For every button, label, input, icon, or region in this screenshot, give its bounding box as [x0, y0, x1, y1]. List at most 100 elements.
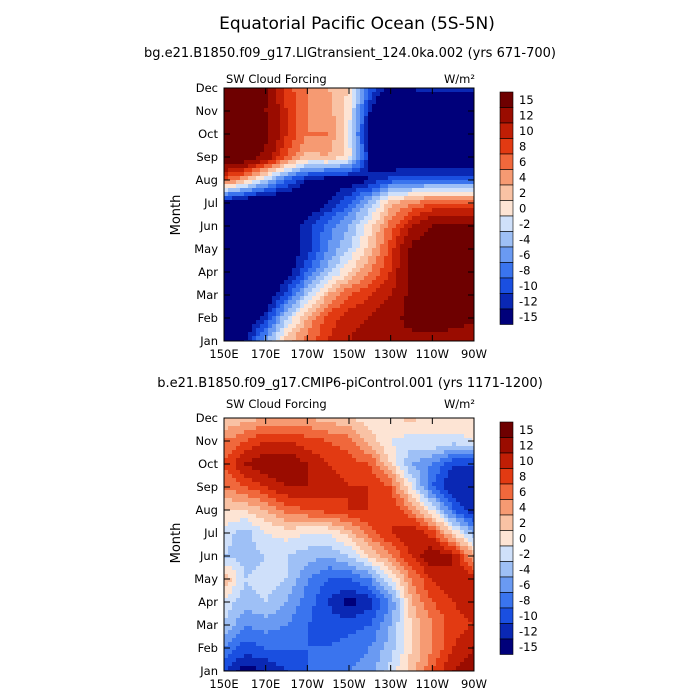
heatmap-cell	[448, 100, 453, 105]
heatmap-cell	[456, 304, 461, 309]
heatmap-cell	[300, 446, 305, 451]
heatmap-cell	[280, 442, 285, 447]
heatmap-cell	[420, 442, 425, 447]
heatmap-cell	[312, 288, 317, 293]
heatmap-cell	[388, 112, 393, 117]
heatmap-cell	[248, 156, 253, 161]
heatmap-cell	[248, 124, 253, 129]
heatmap-cell	[320, 422, 325, 427]
heatmap-cell	[224, 144, 229, 149]
heatmap-cell	[244, 132, 249, 137]
heatmap-cell	[440, 200, 445, 205]
heatmap-cell	[416, 296, 421, 301]
heatmap-cell	[268, 442, 273, 447]
heatmap-cell	[408, 268, 413, 273]
heatmap-cell	[404, 284, 409, 289]
heatmap-cell	[240, 204, 245, 209]
heatmap-cell	[464, 168, 469, 173]
heatmap-cell	[296, 208, 301, 213]
heatmap-cell	[448, 220, 453, 225]
heatmap-cell	[288, 136, 293, 141]
heatmap-cell	[240, 418, 245, 423]
heatmap-cell	[436, 446, 441, 451]
heatmap-cell	[316, 136, 321, 141]
heatmap-cell	[444, 176, 449, 181]
heatmap-cell	[252, 224, 257, 229]
heatmap-cell	[360, 454, 365, 459]
heatmap-cell	[292, 232, 297, 237]
heatmap-cell	[424, 316, 429, 321]
heatmap-cell	[372, 192, 377, 197]
heatmap-cell	[444, 324, 449, 329]
heatmap-cell	[416, 156, 421, 161]
heatmap-cell	[436, 164, 441, 169]
heatmap-cell	[236, 256, 241, 261]
heatmap-cell	[452, 140, 457, 145]
heatmap-cell	[468, 252, 473, 257]
heatmap-cell	[352, 108, 357, 113]
heatmap-cell	[332, 92, 337, 97]
heatmap-cell	[460, 442, 465, 447]
heatmap-cell	[312, 466, 317, 471]
heatmap-cell	[332, 180, 337, 185]
heatmap-cell	[404, 332, 409, 337]
heatmap-cell	[236, 160, 241, 165]
heatmap-cell	[256, 104, 261, 109]
heatmap-cell	[412, 164, 417, 169]
heatmap-cell	[352, 204, 357, 209]
heatmap-cell	[472, 442, 474, 447]
heatmap-cell	[364, 132, 369, 137]
heatmap-cell	[240, 260, 245, 265]
heatmap-cell	[228, 236, 233, 241]
heatmap-cell	[316, 240, 321, 245]
y-axis-label: Month	[169, 523, 184, 564]
heatmap-cell	[472, 296, 474, 301]
heatmap-cell	[260, 328, 265, 333]
heatmap-cell	[348, 256, 353, 261]
heatmap-cell	[360, 288, 365, 293]
heatmap-cell	[252, 236, 257, 241]
heatmap-cell	[428, 300, 433, 305]
heatmap-cell	[248, 336, 253, 341]
heatmap-cell	[272, 204, 277, 209]
heatmap-cell	[396, 188, 401, 193]
heatmap-cell	[448, 96, 453, 101]
heatmap-cell	[392, 328, 397, 333]
heatmap-cell	[372, 256, 377, 261]
heatmap-cell	[384, 300, 389, 305]
heatmap-cell	[232, 458, 237, 463]
heatmap-cell	[428, 450, 433, 455]
heatmap-cell	[296, 336, 301, 341]
y-tick-label: May	[194, 242, 218, 256]
heatmap-cell	[436, 252, 441, 257]
heatmap-cell	[324, 180, 329, 185]
heatmap-cell	[440, 100, 445, 105]
heatmap-cell	[284, 292, 289, 297]
heatmap-cell	[272, 240, 277, 245]
heatmap-cell	[392, 232, 397, 237]
heatmap-cell	[380, 212, 385, 217]
heatmap-cell	[448, 176, 453, 181]
heatmap-cell	[316, 454, 321, 459]
heatmap-cell	[360, 324, 365, 329]
heatmap-cell	[320, 244, 325, 249]
heatmap-cell	[436, 332, 441, 337]
heatmap-cell	[420, 192, 425, 197]
heatmap-cell	[224, 312, 229, 317]
heatmap-cell	[344, 430, 349, 435]
heatmap-cell	[312, 454, 317, 459]
heatmap-cell	[452, 442, 457, 447]
heatmap-cell	[268, 312, 273, 317]
heatmap-cell	[456, 292, 461, 297]
heatmap-cell	[432, 328, 437, 333]
heatmap-cell	[320, 148, 325, 153]
heatmap-cell	[264, 316, 269, 321]
heatmap-cell	[224, 124, 229, 129]
heatmap-cell	[464, 132, 469, 137]
heatmap-cell	[308, 442, 313, 447]
heatmap-cell	[380, 268, 385, 273]
heatmap-cell	[420, 112, 425, 117]
heatmap-cell	[248, 232, 253, 237]
heatmap-cell	[252, 284, 257, 289]
heatmap-cell	[244, 136, 249, 141]
